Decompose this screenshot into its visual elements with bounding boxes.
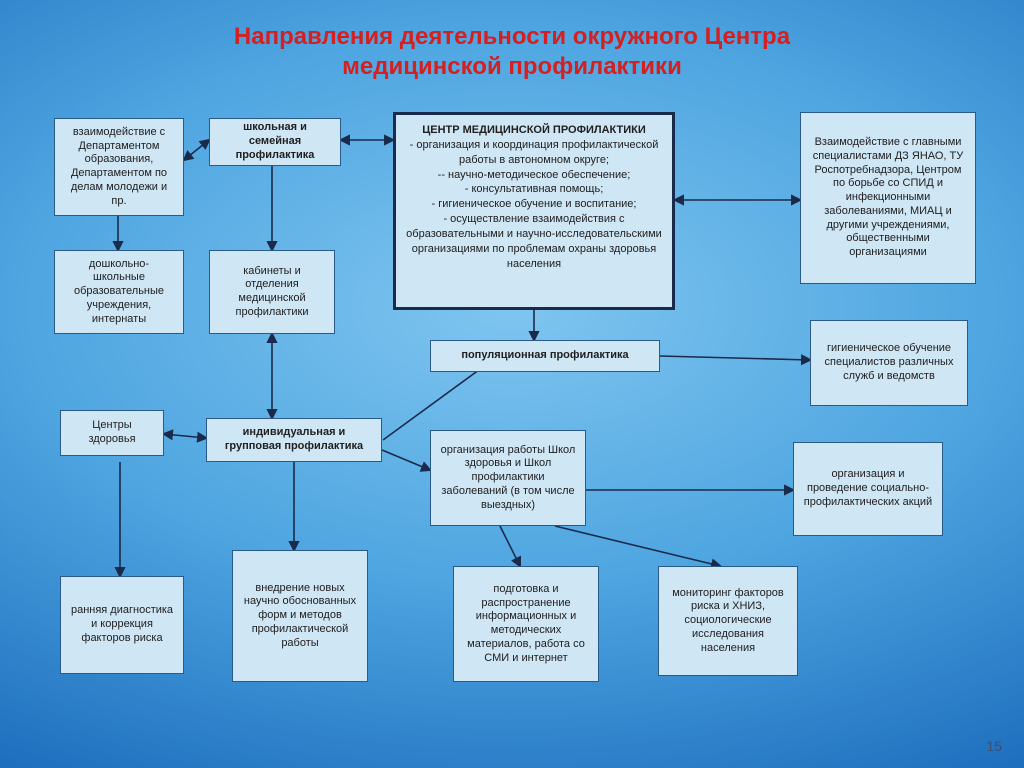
text: Центры здоровья: [69, 419, 155, 447]
box-preschool: дошкольно-школьные образовательные учреж…: [54, 250, 184, 334]
box-interaction-dz: Взаимодействие с главными специалистами …: [800, 112, 976, 284]
text: организация работы Школ здоровья и Школ …: [439, 444, 577, 513]
center-body: - организация и координация профилактиче…: [406, 139, 662, 270]
text: организация и проведение социально-профи…: [802, 468, 934, 509]
page-title: Направления деятельности окружного Центр…: [0, 22, 1024, 82]
text: ранняя диагностика и коррекция факторов …: [69, 604, 175, 645]
text: индивидуальная и групповая профилактика: [215, 426, 373, 454]
text: подготовка и распространение информацион…: [462, 583, 590, 666]
text: гигиеническое обучение специалистов разл…: [819, 342, 959, 383]
box-offices: кабинеты и отделения медицинской профила…: [209, 250, 335, 334]
box-interaction-edu: взаимодействие с Департаментом образован…: [54, 118, 184, 216]
box-center: ЦЕНТР МЕДИЦИНСКОЙ ПРОФИЛАКТИКИ - организ…: [393, 112, 675, 310]
box-health-schools: организация работы Школ здоровья и Школ …: [430, 430, 586, 526]
text: популяционная профилактика: [461, 349, 628, 363]
center-header: ЦЕНТР МЕДИЦИНСКОЙ ПРОФИЛАКТИКИ: [422, 124, 646, 136]
page-number: 15: [986, 738, 1002, 754]
title-line-2: медицинской профилактики: [342, 53, 682, 80]
box-monitoring: мониторинг факторов риска и ХНИЗ, социол…: [658, 566, 798, 676]
box-hygiene-train: гигиеническое обучение специалистов разл…: [810, 320, 968, 406]
text: взаимодействие с Департаментом образован…: [63, 126, 175, 209]
box-population: популяционная профилактика: [430, 340, 660, 372]
text: дошкольно-школьные образовательные учреж…: [63, 258, 175, 327]
text: кабинеты и отделения медицинской профила…: [218, 265, 326, 320]
text: Взаимодействие с главными специалистами …: [809, 136, 967, 260]
box-early-diag: ранняя диагностика и коррекция факторов …: [60, 576, 184, 674]
title-line-1: Направления деятельности окружного Центр…: [234, 23, 790, 50]
text: мониторинг факторов риска и ХНИЗ, социол…: [667, 587, 789, 656]
box-campaigns: организация и проведение социально-профи…: [793, 442, 943, 536]
box-new-forms: внедрение новых научно обоснованных форм…: [232, 550, 368, 682]
box-media: подготовка и распространение информацион…: [453, 566, 599, 682]
text: внедрение новых научно обоснованных форм…: [241, 582, 359, 651]
box-health-centers: Центры здоровья: [60, 410, 164, 456]
text: школьная и семейная профилактика: [218, 121, 332, 162]
box-school-family: школьная и семейная профилактика: [209, 118, 341, 166]
box-individual: индивидуальная и групповая профилактика: [206, 418, 382, 462]
